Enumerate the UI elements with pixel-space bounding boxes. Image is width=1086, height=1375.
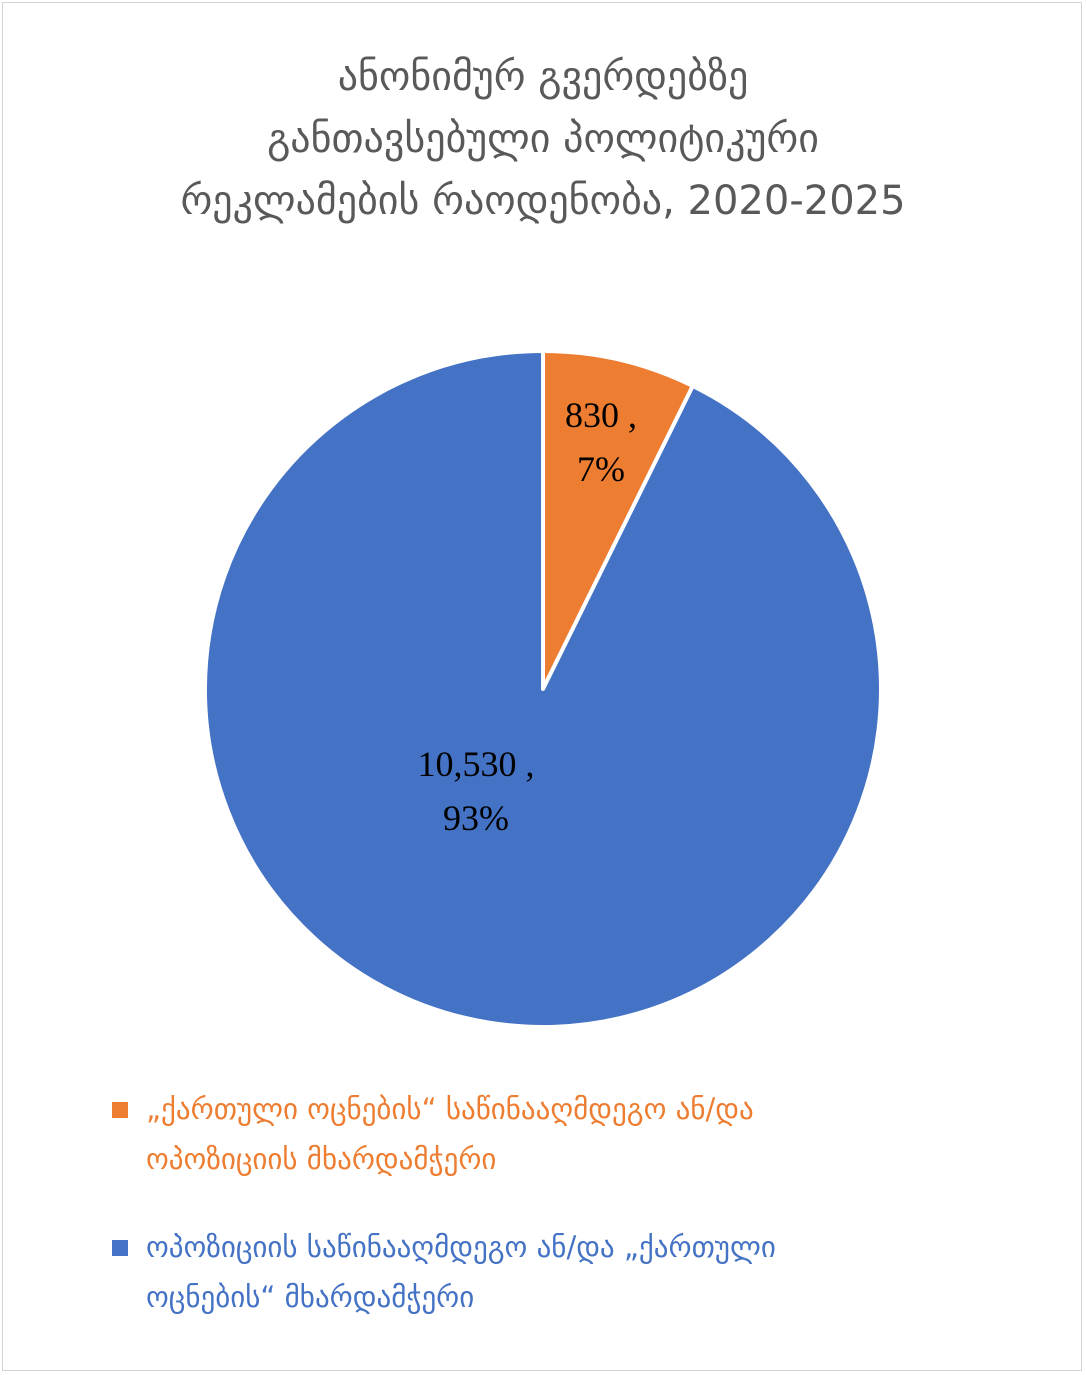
data-label-value-0: 830 , [565,395,637,435]
legend-swatch-orange [112,1102,128,1118]
pie-slice-1 [203,349,883,1029]
legend-label-line-2: ოცნების“ მხარდამჭერი [146,1280,475,1314]
legend-label: ოპოზიციის საწინააღმდეგო ან/და „ქართული ო… [146,1222,1026,1322]
data-label-percent-0: 7% [577,449,625,489]
legend-label: „ქართული ოცნების“ საწინააღმდეგო ან/და ოპ… [146,1084,1026,1184]
chart-title-line-3: რეკლამების რაოდენობა, 2020-2025 [180,178,906,224]
data-label-value-1: 10,530 , [418,744,535,784]
legend-label-line-1: „ქართული ოცნების“ საწინააღმდეგო ან/და [146,1092,754,1126]
chart-title-line-2: განთავსებული პოლიტიკური [267,116,819,162]
legend-label-line-1: ოპოზიციის საწინააღმდეგო ან/და „ქართული [146,1230,776,1264]
data-label-percent-1: 93% [443,798,509,838]
pie-slice-0 [541,349,695,691]
legend-label-line-2: ოპოზიციის მხარდამჭერი [146,1142,497,1176]
chart-title: ანონიმურ გვერდებზე განთავსებული პოლიტიკუ… [0,46,1086,232]
legend-swatch-blue [112,1240,128,1256]
chart-title-line-1: ანონიმურ გვერდებზე [337,54,749,100]
